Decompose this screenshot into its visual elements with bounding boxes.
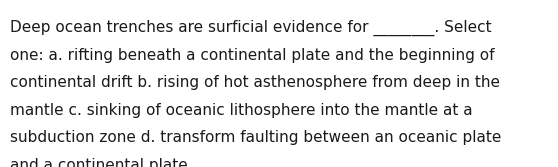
Text: and a continental plate: and a continental plate (10, 158, 188, 167)
Text: mantle c. sinking of oceanic lithosphere into the mantle at a: mantle c. sinking of oceanic lithosphere… (10, 103, 473, 118)
Text: one: a. rifting beneath a continental plate and the beginning of: one: a. rifting beneath a continental pl… (10, 48, 494, 63)
Text: continental drift b. rising of hot asthenosphere from deep in the: continental drift b. rising of hot asthe… (10, 75, 500, 90)
Text: Deep ocean trenches are surficial evidence for ________. Select: Deep ocean trenches are surficial eviden… (10, 20, 492, 36)
Text: subduction zone d. transform faulting between an oceanic plate: subduction zone d. transform faulting be… (10, 130, 502, 145)
